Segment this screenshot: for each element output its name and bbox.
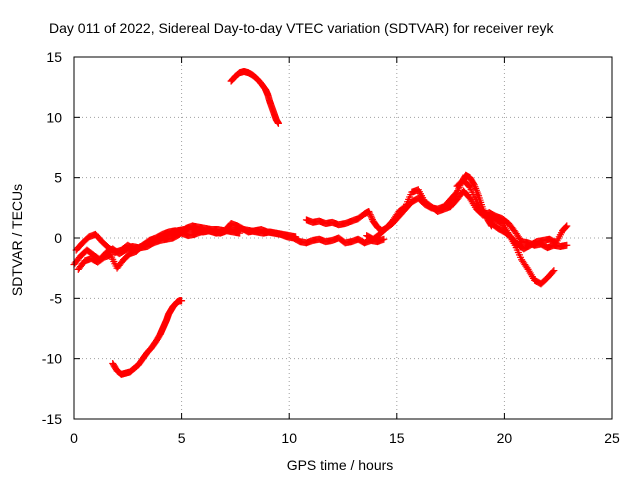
data-point bbox=[465, 182, 473, 190]
data-point bbox=[236, 229, 244, 237]
y-tick-label: 15 bbox=[46, 49, 62, 65]
data-point bbox=[563, 241, 571, 249]
plot-frame bbox=[73, 56, 613, 420]
x-tick-label: 10 bbox=[281, 430, 297, 446]
data-points bbox=[70, 67, 571, 378]
series-sat-c bbox=[74, 227, 244, 273]
data-point bbox=[561, 224, 569, 232]
data-point bbox=[562, 223, 570, 231]
y-axis-label: SDTVAR / TECUs bbox=[9, 184, 25, 296]
data-point bbox=[550, 267, 558, 275]
data-point bbox=[368, 214, 376, 222]
data-point bbox=[178, 297, 186, 305]
data-point bbox=[367, 212, 375, 220]
y-tick-label: 5 bbox=[54, 170, 62, 186]
x-axis-label: GPS time / hours bbox=[287, 457, 394, 473]
y-tick-label: 10 bbox=[46, 109, 62, 125]
data-point bbox=[292, 233, 300, 241]
series-sat-e bbox=[227, 67, 282, 127]
series-sat-i bbox=[487, 220, 571, 253]
y-tick-label: 0 bbox=[54, 230, 62, 246]
series-sat-d bbox=[109, 297, 186, 378]
x-tick-label: 20 bbox=[497, 430, 513, 446]
data-point bbox=[563, 222, 571, 230]
y-tick-label: -5 bbox=[50, 290, 63, 306]
data-point bbox=[366, 209, 374, 217]
x-tick-label: 15 bbox=[389, 430, 405, 446]
data-point bbox=[366, 211, 374, 219]
data-point bbox=[549, 268, 557, 276]
series-sat-g bbox=[363, 186, 571, 252]
chart-title: Day 011 of 2022, Sidereal Day-to-day VTE… bbox=[49, 20, 554, 36]
data-point bbox=[274, 119, 282, 127]
data-point bbox=[380, 235, 388, 243]
x-tick-label: 5 bbox=[178, 430, 186, 446]
data-point bbox=[470, 180, 478, 188]
x-tick-label: 25 bbox=[604, 430, 620, 446]
y-tick-label: -15 bbox=[42, 411, 62, 427]
data-point bbox=[365, 207, 373, 215]
x-tick-label: 0 bbox=[70, 430, 78, 446]
y-tick-label: -10 bbox=[42, 351, 62, 367]
